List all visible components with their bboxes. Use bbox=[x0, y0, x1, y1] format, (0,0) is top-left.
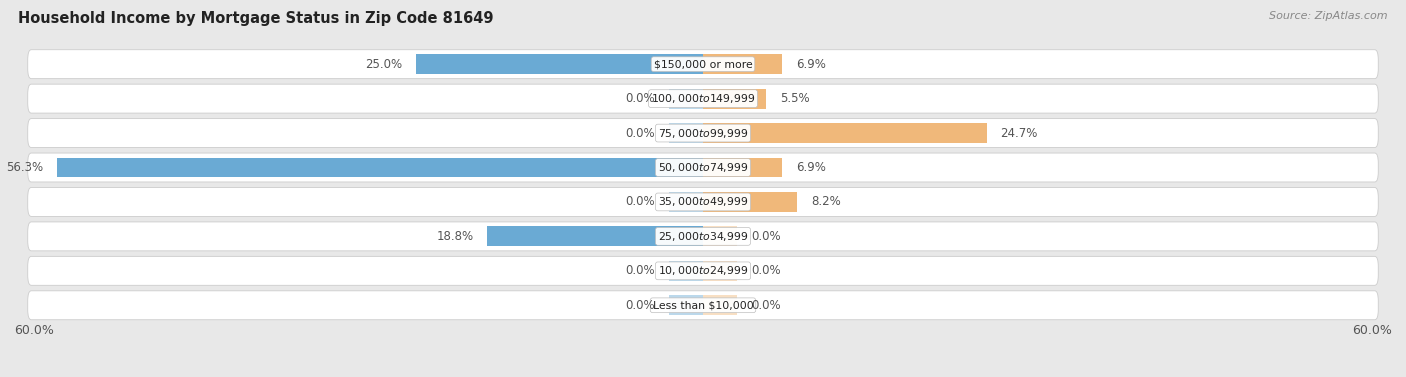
Text: Less than $10,000: Less than $10,000 bbox=[652, 300, 754, 310]
Text: 0.0%: 0.0% bbox=[626, 195, 655, 208]
Bar bbox=[669, 89, 703, 109]
Bar bbox=[669, 261, 703, 281]
FancyBboxPatch shape bbox=[28, 50, 1378, 79]
Text: 0.0%: 0.0% bbox=[751, 230, 780, 243]
Text: 18.8%: 18.8% bbox=[436, 230, 474, 243]
Bar bbox=[703, 123, 987, 143]
Text: 0.0%: 0.0% bbox=[626, 299, 655, 312]
Bar bbox=[703, 227, 738, 247]
FancyBboxPatch shape bbox=[28, 153, 1378, 182]
FancyBboxPatch shape bbox=[28, 84, 1378, 113]
Bar bbox=[703, 89, 766, 109]
Text: 60.0%: 60.0% bbox=[14, 324, 53, 337]
Text: 0.0%: 0.0% bbox=[751, 299, 780, 312]
Bar bbox=[703, 158, 782, 178]
Bar bbox=[669, 192, 703, 212]
Text: 6.9%: 6.9% bbox=[796, 161, 825, 174]
Text: 0.0%: 0.0% bbox=[626, 92, 655, 105]
Bar bbox=[669, 295, 703, 315]
Text: $35,000 to $49,999: $35,000 to $49,999 bbox=[658, 195, 748, 208]
Text: Household Income by Mortgage Status in Zip Code 81649: Household Income by Mortgage Status in Z… bbox=[18, 11, 494, 26]
Bar bbox=[416, 54, 703, 74]
FancyBboxPatch shape bbox=[28, 256, 1378, 285]
Text: 0.0%: 0.0% bbox=[626, 127, 655, 139]
Text: $10,000 to $24,999: $10,000 to $24,999 bbox=[658, 264, 748, 277]
Text: 0.0%: 0.0% bbox=[626, 264, 655, 277]
Text: $100,000 to $149,999: $100,000 to $149,999 bbox=[651, 92, 755, 105]
Text: 24.7%: 24.7% bbox=[1001, 127, 1038, 139]
FancyBboxPatch shape bbox=[28, 187, 1378, 216]
Text: 5.5%: 5.5% bbox=[780, 92, 810, 105]
Bar bbox=[56, 158, 703, 178]
Text: $75,000 to $99,999: $75,000 to $99,999 bbox=[658, 127, 748, 139]
Bar bbox=[669, 123, 703, 143]
Text: 8.2%: 8.2% bbox=[811, 195, 841, 208]
Bar bbox=[703, 54, 782, 74]
FancyBboxPatch shape bbox=[28, 119, 1378, 147]
Legend: Without Mortgage, With Mortgage: Without Mortgage, With Mortgage bbox=[560, 373, 846, 377]
Bar bbox=[703, 192, 797, 212]
FancyBboxPatch shape bbox=[28, 291, 1378, 320]
Text: 56.3%: 56.3% bbox=[6, 161, 42, 174]
Text: 6.9%: 6.9% bbox=[796, 58, 825, 70]
Text: 0.0%: 0.0% bbox=[751, 264, 780, 277]
Bar bbox=[703, 295, 738, 315]
Text: $25,000 to $34,999: $25,000 to $34,999 bbox=[658, 230, 748, 243]
Text: 60.0%: 60.0% bbox=[1353, 324, 1392, 337]
Text: Source: ZipAtlas.com: Source: ZipAtlas.com bbox=[1270, 11, 1388, 21]
FancyBboxPatch shape bbox=[28, 222, 1378, 251]
Text: $150,000 or more: $150,000 or more bbox=[654, 59, 752, 69]
Text: 25.0%: 25.0% bbox=[366, 58, 402, 70]
Text: $50,000 to $74,999: $50,000 to $74,999 bbox=[658, 161, 748, 174]
Bar bbox=[703, 261, 738, 281]
Bar bbox=[486, 227, 703, 247]
